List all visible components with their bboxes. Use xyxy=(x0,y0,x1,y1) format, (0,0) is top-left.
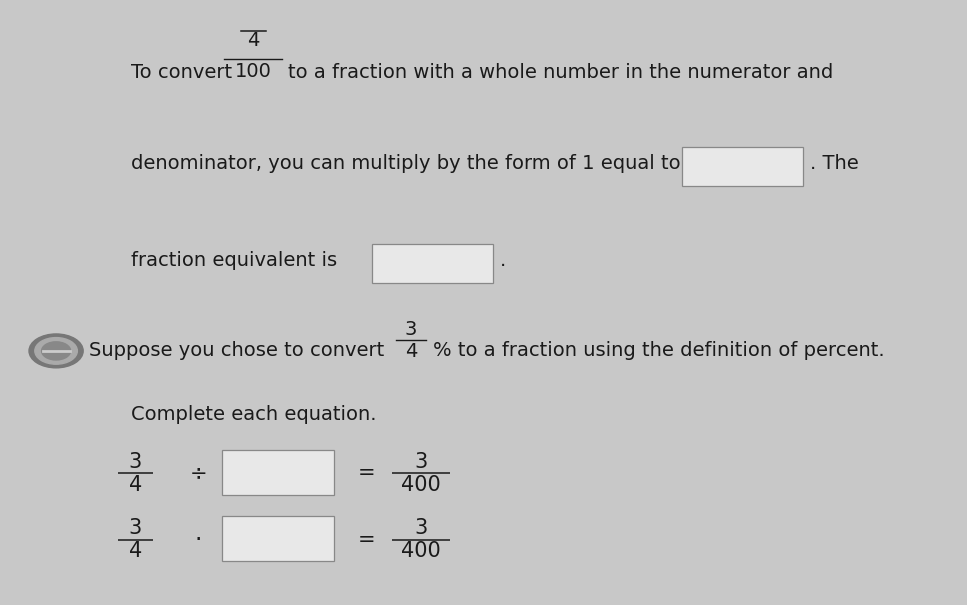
Text: 3: 3 xyxy=(129,452,142,472)
Text: Suppose you chose to convert: Suppose you chose to convert xyxy=(89,341,384,361)
Text: 4: 4 xyxy=(248,31,259,50)
Text: 4: 4 xyxy=(129,475,142,495)
Circle shape xyxy=(29,334,83,368)
FancyBboxPatch shape xyxy=(682,147,803,186)
FancyBboxPatch shape xyxy=(222,516,334,561)
Text: . The: . The xyxy=(810,154,859,173)
Text: ÷: ÷ xyxy=(190,463,207,483)
Text: Complete each equation.: Complete each equation. xyxy=(131,405,376,424)
Text: 3: 3 xyxy=(405,320,417,339)
Text: =: = xyxy=(358,529,375,550)
Text: to a fraction with a whole number in the numerator and: to a fraction with a whole number in the… xyxy=(288,63,834,82)
Text: =: = xyxy=(358,463,375,483)
Circle shape xyxy=(35,338,77,364)
Text: 400: 400 xyxy=(400,475,441,495)
Text: 4: 4 xyxy=(129,541,142,561)
Text: 4: 4 xyxy=(405,342,417,361)
Text: 3: 3 xyxy=(414,518,427,538)
FancyBboxPatch shape xyxy=(222,450,334,495)
Circle shape xyxy=(42,342,71,360)
Text: 3: 3 xyxy=(414,452,427,472)
Text: .: . xyxy=(500,250,506,270)
Text: ·: · xyxy=(194,528,202,552)
Text: fraction equivalent is: fraction equivalent is xyxy=(131,250,337,270)
Text: denominator, you can multiply by the form of 1 equal to: denominator, you can multiply by the for… xyxy=(131,154,680,173)
Text: % to a fraction using the definition of percent.: % to a fraction using the definition of … xyxy=(433,341,885,361)
Text: 3: 3 xyxy=(129,518,142,538)
Text: To convert: To convert xyxy=(131,63,232,82)
Text: 400: 400 xyxy=(400,541,441,561)
FancyBboxPatch shape xyxy=(372,244,493,283)
Text: 100: 100 xyxy=(235,62,272,80)
